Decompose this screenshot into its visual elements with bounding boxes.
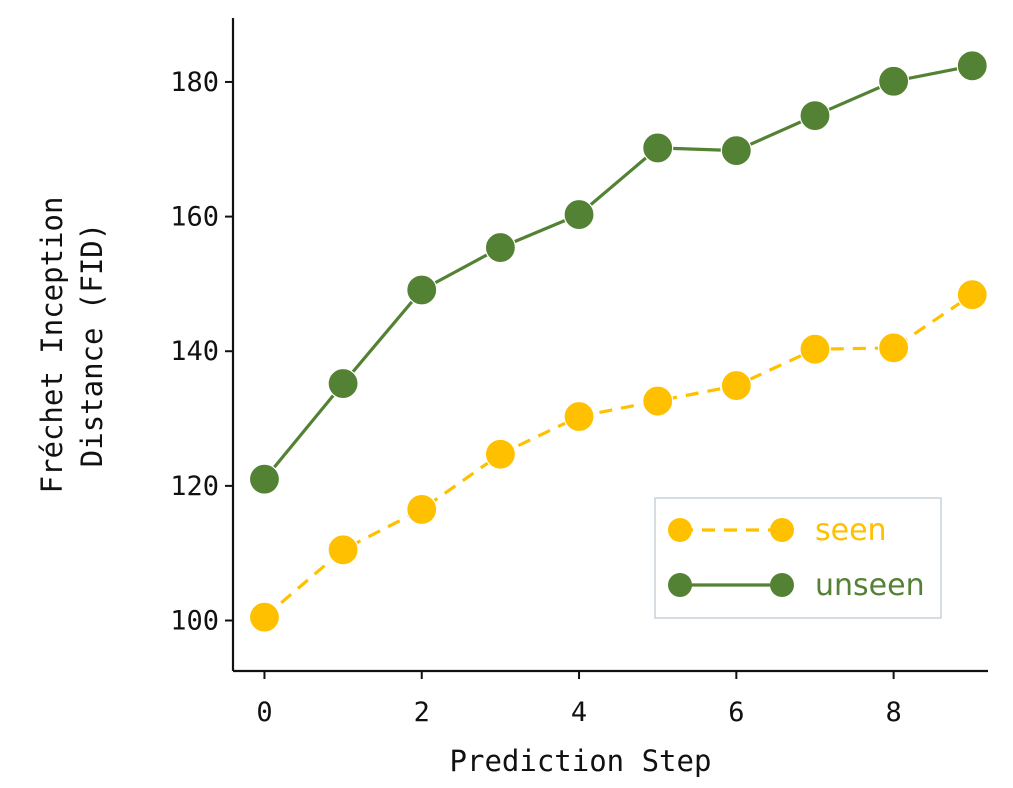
data-point-unseen (720, 135, 752, 167)
legend-marker-unseen (668, 573, 692, 597)
data-point-seen (799, 333, 831, 365)
data-point-seen (406, 493, 438, 526)
y-axis-title-line: Fréchet Inception (35, 197, 69, 494)
x-tick-label: 6 (728, 697, 744, 728)
data-point-seen (720, 369, 752, 402)
x-tick-label: 8 (885, 697, 901, 728)
series-unseen (248, 50, 988, 495)
series-seen (248, 279, 988, 633)
legend-label-seen: seen (815, 513, 887, 548)
data-point-unseen (642, 132, 674, 164)
series-layer (248, 50, 988, 633)
legend: seen unseen (654, 497, 942, 619)
axes: 100 120 140 160 180 0 2 4 6 8 Prediction Step Fréch… (35, 18, 988, 778)
series-line-unseen (263, 64, 973, 481)
data-point-seen (642, 385, 674, 417)
x-tick-label: 0 (256, 697, 272, 728)
legend-label-unseen: unseen (815, 568, 925, 603)
y-tick-label: 160 (170, 202, 219, 233)
data-point-unseen (327, 367, 359, 400)
data-point-unseen (956, 50, 988, 82)
data-point-seen (327, 534, 359, 566)
data-point-seen (956, 279, 988, 311)
legend-marker-seen (770, 518, 794, 542)
data-point-unseen (248, 463, 281, 495)
data-point-unseen (799, 100, 831, 132)
x-axis-title: Prediction Step (450, 744, 712, 778)
data-point-seen (878, 332, 910, 364)
y-tick-label: 100 (170, 606, 219, 637)
data-point-unseen (406, 274, 438, 306)
data-point-unseen (563, 198, 595, 231)
y-tick-label: 140 (170, 336, 219, 367)
data-point-seen (248, 601, 281, 633)
y-axis-title-line: Distance (FID) (75, 223, 109, 467)
x-tick-label: 2 (414, 697, 430, 728)
y-axis-title: Fréchet Inception Distance (FID) (35, 197, 109, 494)
y-tick-label: 180 (170, 67, 219, 98)
legend-box (654, 497, 942, 619)
data-point-seen (484, 438, 516, 470)
legend-marker-seen (668, 518, 692, 542)
data-point-unseen (484, 231, 516, 264)
x-tick-label: 4 (571, 697, 587, 728)
y-tick-label: 120 (170, 471, 219, 502)
legend-marker-unseen (770, 573, 794, 597)
series-line-seen (263, 293, 974, 619)
data-point-seen (563, 400, 595, 433)
data-point-unseen (878, 65, 910, 97)
